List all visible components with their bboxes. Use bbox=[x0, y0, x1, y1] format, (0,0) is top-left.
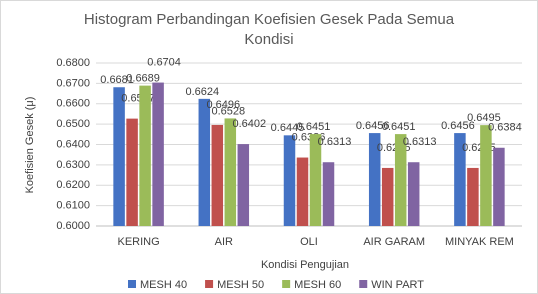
bar bbox=[152, 82, 164, 226]
data-label: 0.6624 bbox=[185, 86, 219, 98]
legend-label: MESH 60 bbox=[294, 279, 341, 291]
data-label: 0.6456 bbox=[441, 120, 475, 132]
y-tick-label: 0.6200 bbox=[56, 179, 90, 191]
y-tick-label: 0.6700 bbox=[56, 77, 90, 89]
bar bbox=[309, 134, 322, 226]
x-axis-title: Kondisi Pengujian bbox=[261, 259, 349, 271]
y-tick-label: 0.6000 bbox=[56, 220, 90, 232]
y-tick-label: 0.6300 bbox=[56, 159, 90, 171]
bar bbox=[224, 118, 237, 226]
data-label: 0.6402 bbox=[232, 118, 266, 130]
bar bbox=[368, 133, 381, 226]
data-label: 0.6495 bbox=[467, 112, 501, 124]
y-tick-label: 0.6100 bbox=[56, 200, 90, 212]
legend-label: MESH 50 bbox=[217, 279, 264, 291]
bar bbox=[211, 124, 224, 226]
bar bbox=[454, 133, 466, 226]
bar bbox=[480, 125, 492, 226]
data-label: 0.6496 bbox=[206, 99, 240, 111]
x-tick-label: AIR bbox=[215, 236, 233, 248]
chart-title: Histogram Perbandingan Koefisien Gesek P… bbox=[83, 11, 455, 48]
x-tick-label: KERING bbox=[118, 236, 160, 248]
bar bbox=[394, 134, 407, 226]
bar bbox=[113, 87, 125, 226]
data-label: 0.6528 bbox=[211, 105, 245, 117]
data-label: 0.6313 bbox=[318, 136, 352, 148]
bar bbox=[198, 98, 211, 226]
legend-swatch bbox=[205, 280, 214, 288]
y-tick-label: 0.6800 bbox=[56, 57, 90, 69]
data-label: 0.6451 bbox=[382, 121, 416, 133]
legend-label: WIN PART bbox=[371, 279, 424, 291]
bar bbox=[126, 118, 138, 226]
data-label: 0.6445 bbox=[271, 122, 305, 134]
data-label: 0.6384 bbox=[488, 122, 522, 134]
legend-swatch bbox=[128, 280, 136, 288]
x-tick-label: MINYAK REM bbox=[445, 236, 514, 248]
y-axis-title: Koefisien Gesek (μ) bbox=[24, 97, 36, 194]
y-tick-label: 0.6600 bbox=[56, 98, 90, 110]
data-label: 0.6451 bbox=[297, 121, 331, 133]
bar bbox=[283, 135, 296, 226]
data-label: 0.6704 bbox=[147, 56, 181, 68]
y-tick-label: 0.6500 bbox=[56, 118, 90, 130]
y-tick-label: 0.6400 bbox=[56, 138, 90, 150]
x-tick-label: OLI bbox=[300, 236, 318, 248]
legend-label: MESH 40 bbox=[140, 279, 187, 291]
data-label: 0.6689 bbox=[126, 73, 160, 85]
x-tick-label: AIR GARAM bbox=[363, 236, 425, 248]
bar bbox=[139, 85, 151, 227]
data-label: 0.6681 bbox=[100, 74, 134, 86]
data-label: 0.6456 bbox=[356, 120, 390, 132]
bar bbox=[467, 167, 479, 226]
bar bbox=[407, 162, 420, 226]
bar bbox=[322, 162, 335, 226]
bar bbox=[296, 157, 309, 226]
data-label: 0.6313 bbox=[403, 136, 437, 148]
bar bbox=[493, 147, 505, 226]
legend-swatch bbox=[359, 280, 368, 288]
bar bbox=[381, 167, 394, 226]
bar bbox=[237, 144, 250, 226]
legend-swatch bbox=[282, 280, 291, 288]
